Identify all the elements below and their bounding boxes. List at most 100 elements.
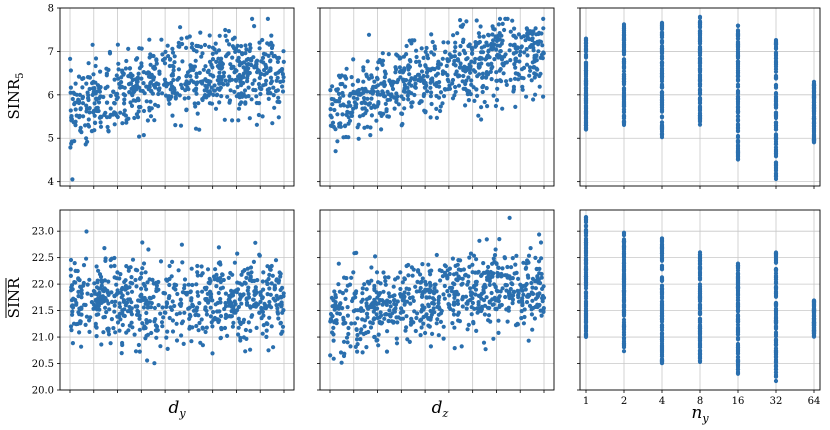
data-point: [237, 297, 242, 302]
data-point: [469, 78, 474, 83]
data-point: [383, 312, 388, 317]
data-point: [338, 350, 344, 355]
data-point: [413, 81, 418, 86]
data-point: [73, 107, 78, 112]
data-point: [621, 75, 627, 81]
data-point: [200, 51, 205, 56]
data-point: [374, 290, 379, 295]
data-point: [344, 335, 350, 340]
data-point: [372, 286, 377, 291]
data-point: [484, 295, 489, 300]
data-point: [541, 51, 546, 56]
data-point: [164, 277, 169, 282]
data-point: [115, 288, 120, 293]
data-point: [523, 266, 528, 271]
data-point: [134, 284, 139, 289]
data-point: [428, 115, 433, 120]
data-point: [513, 65, 518, 70]
data-point: [251, 303, 256, 309]
data-point: [81, 263, 87, 268]
data-point: [406, 63, 411, 68]
data-point: [395, 320, 400, 325]
data-point: [583, 290, 589, 295]
data-point: [340, 306, 345, 311]
data-point: [137, 276, 142, 281]
data-point: [583, 41, 589, 46]
data-point: [127, 90, 132, 95]
data-point: [256, 112, 261, 118]
data-point: [199, 317, 204, 322]
data-point: [697, 254, 703, 259]
data-point: [368, 320, 373, 325]
data-point: [402, 302, 407, 307]
data-point: [135, 77, 140, 82]
data-point: [374, 75, 380, 80]
data-point: [503, 16, 508, 21]
data-point: [353, 344, 358, 349]
data-point: [735, 44, 741, 49]
data-point: [194, 312, 199, 317]
data-point: [267, 286, 272, 291]
y-tick-label: 5: [48, 134, 54, 145]
data-point: [406, 90, 411, 95]
data-point: [697, 289, 703, 294]
data-point: [265, 292, 270, 297]
data-point: [773, 378, 779, 384]
data-point: [364, 287, 369, 292]
data-point: [529, 43, 534, 48]
data-point: [106, 279, 111, 284]
data-point: [252, 278, 257, 283]
data-point: [420, 276, 425, 281]
data-point: [659, 303, 665, 309]
data-point: [166, 94, 172, 99]
data-point: [395, 80, 400, 85]
data-point: [471, 321, 476, 326]
data-point: [387, 78, 392, 83]
data-point: [621, 120, 627, 125]
data-point: [491, 256, 496, 261]
data-point: [374, 312, 379, 317]
data-point: [387, 294, 392, 299]
data-point: [268, 292, 273, 297]
data-point: [236, 316, 241, 321]
data-point: [329, 318, 334, 323]
data-point: [583, 109, 589, 114]
data-point: [513, 262, 518, 267]
data-point: [773, 152, 779, 158]
data-point: [659, 27, 665, 32]
data-point: [456, 83, 462, 88]
data-point: [208, 72, 213, 77]
data-point: [226, 297, 231, 302]
data-point: [350, 110, 355, 115]
data-point: [540, 286, 545, 291]
data-point: [659, 74, 665, 79]
data-point: [735, 114, 741, 119]
data-point: [395, 299, 400, 304]
data-point: [508, 29, 513, 34]
data-point: [583, 86, 589, 91]
data-point: [423, 287, 428, 292]
data-point: [208, 314, 213, 319]
data-point: [151, 294, 156, 299]
data-point: [510, 297, 515, 302]
data-point: [334, 321, 339, 326]
data-point: [424, 70, 430, 75]
data-point: [204, 325, 209, 330]
data-point: [420, 303, 425, 308]
data-point: [490, 24, 495, 29]
data-point: [68, 85, 73, 90]
data-point: [452, 282, 457, 287]
data-point: [541, 94, 546, 99]
data-point: [420, 262, 425, 267]
data-point: [479, 56, 484, 61]
data-point: [216, 74, 221, 79]
data-point: [384, 349, 390, 354]
data-point: [536, 31, 541, 37]
data-point: [219, 56, 224, 61]
data-point: [87, 75, 92, 80]
data-point: [177, 93, 182, 98]
data-point: [427, 280, 432, 285]
data-point: [409, 100, 414, 105]
data-point: [164, 335, 169, 340]
data-point: [385, 89, 390, 94]
